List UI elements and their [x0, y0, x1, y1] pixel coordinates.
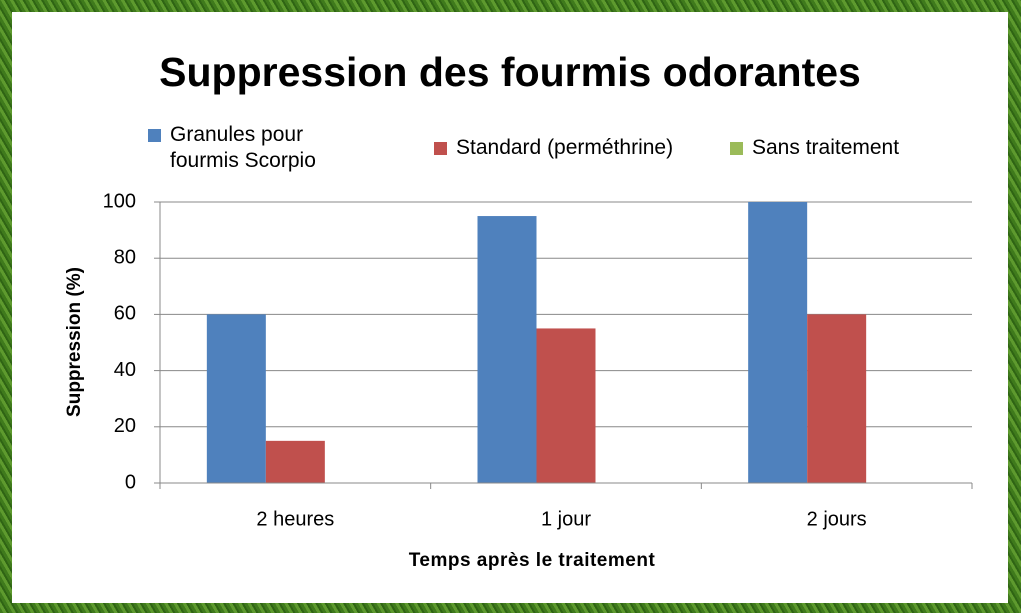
legend-label: Sans traitement	[752, 135, 899, 161]
legend-item: Granules pour fourmis Scorpio	[148, 122, 348, 174]
bar	[478, 216, 537, 483]
x-tick-label: 2 heures	[256, 508, 334, 530]
y-tick-label: 60	[114, 303, 136, 325]
legend-label: Granules pour fourmis Scorpio	[170, 122, 345, 174]
legend-label: Standard (perméthrine)	[456, 135, 673, 161]
y-axis-label: Suppression (%)	[64, 267, 85, 417]
y-tick-label: 80	[114, 246, 136, 268]
x-axis-label: Temps après le traitement	[409, 550, 656, 571]
chart: Suppression des fourmis odorantes Temps …	[0, 0, 1021, 613]
background: Suppression des fourmis odorantes Temps …	[0, 0, 1021, 613]
legend-swatch	[148, 129, 161, 142]
bar	[537, 328, 596, 483]
y-tick-label: 0	[125, 471, 136, 493]
bar	[207, 314, 266, 483]
y-tick-label: 100	[103, 190, 136, 212]
bar	[266, 441, 325, 483]
chart-title: Suppression des fourmis odorantes	[159, 49, 861, 95]
bar	[748, 202, 807, 483]
y-tick-label: 40	[114, 359, 136, 381]
y-tick-label: 20	[114, 415, 136, 437]
legend-swatch	[434, 142, 447, 155]
x-tick-label: 1 jour	[541, 508, 591, 530]
legend-item: Standard (perméthrine)	[434, 135, 754, 161]
x-tick-label: 2 jours	[807, 508, 867, 530]
legend-swatch	[730, 142, 743, 155]
bar	[807, 314, 866, 483]
legend-item: Sans traitement	[730, 135, 970, 161]
